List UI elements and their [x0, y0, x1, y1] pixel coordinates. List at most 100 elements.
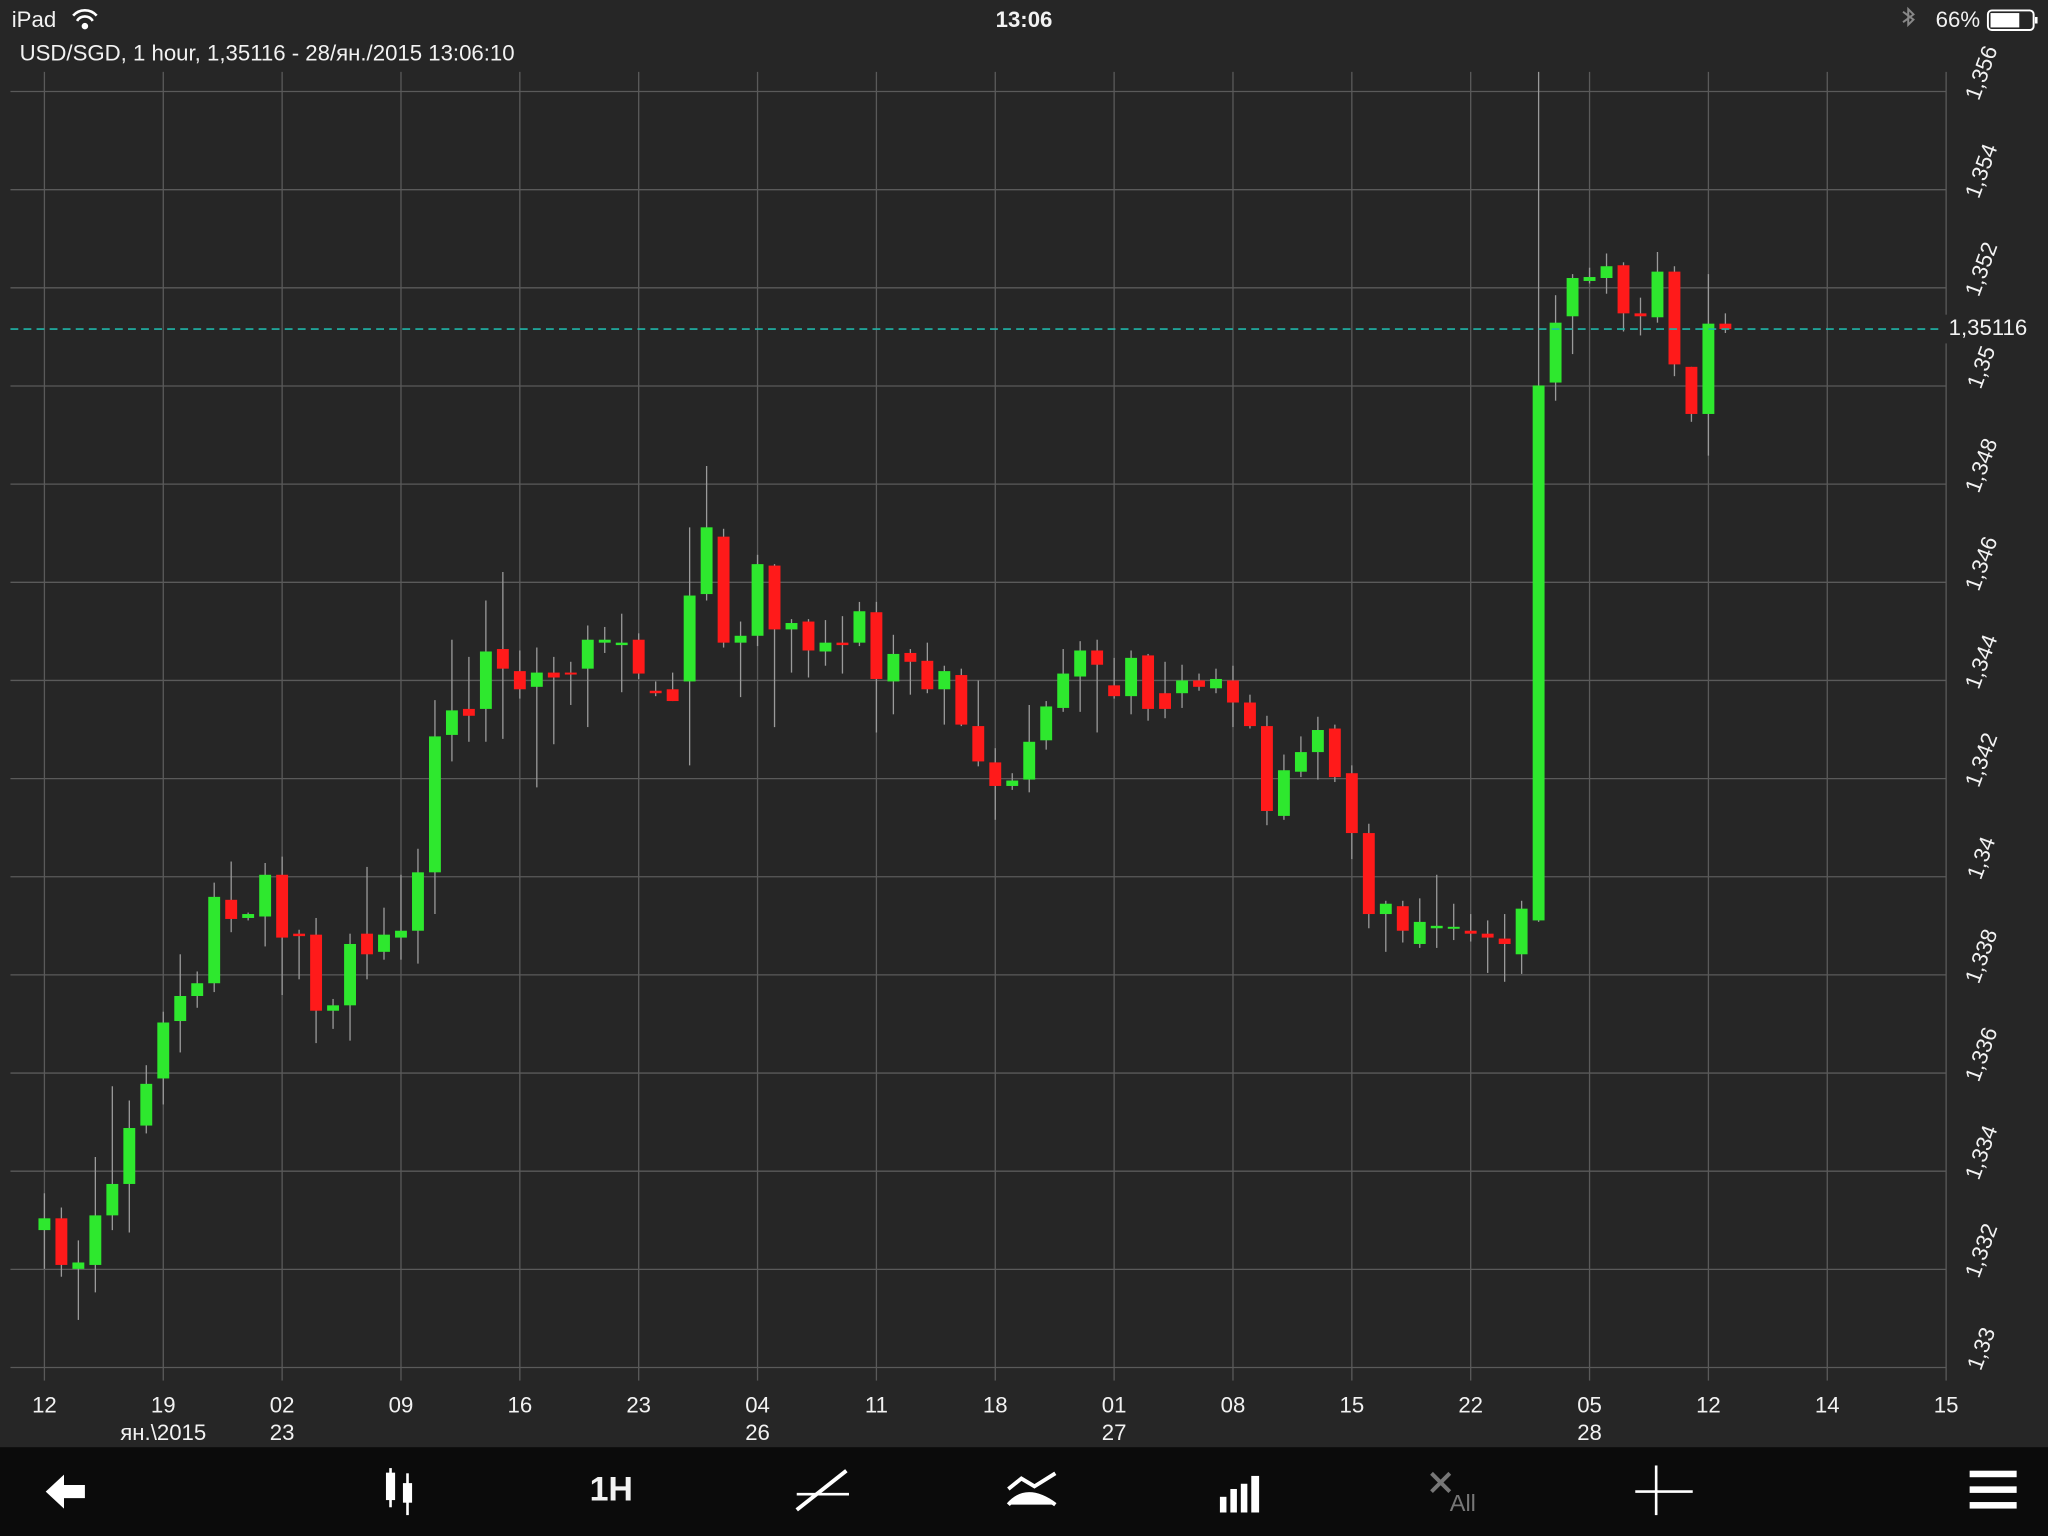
candle-body: [479, 651, 492, 709]
candle-body: [55, 1218, 68, 1265]
x-tick-label: 19: [151, 1393, 176, 1418]
candle-body: [1719, 323, 1732, 330]
candle-body: [1481, 933, 1494, 938]
menu-button[interactable]: [1969, 1470, 2017, 1509]
candle-body: [428, 736, 441, 873]
trendline-button[interactable]: [795, 1469, 849, 1512]
candle-body: [870, 612, 883, 679]
candle-body: [395, 930, 407, 938]
candle-body: [310, 934, 323, 1011]
clock: 13:06: [996, 7, 1053, 32]
candle-body: [1498, 938, 1511, 944]
x-tick-label: 04: [745, 1393, 770, 1418]
candle-body: [1328, 728, 1341, 778]
candle-body: [1040, 706, 1053, 741]
x-tick-label-secondary: ян.\2015: [120, 1420, 206, 1445]
candle-body: [1413, 921, 1426, 944]
candle-body: [1685, 366, 1698, 414]
x-tick-label: 22: [1458, 1393, 1483, 1418]
candle-body: [72, 1262, 85, 1269]
x-tick-label-secondary: 28: [1577, 1420, 1602, 1445]
candle-body: [921, 660, 934, 690]
candle-body: [1244, 702, 1256, 727]
candle-body: [361, 933, 373, 955]
back-button[interactable]: [45, 1474, 85, 1509]
candle-body: [1447, 926, 1460, 929]
battery-icon: [1986, 9, 2038, 32]
candle-body: [1193, 680, 1205, 687]
candle-body: [106, 1183, 119, 1216]
candle-body: [1057, 673, 1070, 708]
candle-body: [1006, 780, 1019, 786]
candle-body: [649, 690, 662, 694]
candle-body: [1023, 741, 1036, 780]
candle-body: [157, 1022, 170, 1079]
candle-body: [378, 934, 390, 952]
timeframe-button[interactable]: 1H: [590, 1471, 633, 1509]
candle-body: [327, 1005, 340, 1011]
candle-body: [38, 1218, 51, 1231]
candle-body: [191, 983, 204, 997]
candle-body: [887, 653, 900, 682]
candle-body: [1379, 903, 1392, 915]
candle-body: [547, 672, 560, 678]
candle-body: [530, 672, 543, 687]
candle-body: [208, 896, 221, 984]
candle-body: [412, 872, 424, 931]
chart-type-button[interactable]: [385, 1468, 413, 1516]
candle-body: [1294, 752, 1307, 772]
candle-body: [1651, 271, 1664, 318]
x-tick-label: 23: [626, 1393, 651, 1418]
toolbar: [0, 1447, 2048, 1536]
candle-body: [1277, 770, 1290, 816]
candle-body: [598, 639, 611, 643]
candle-body: [1210, 678, 1222, 689]
candle-body: [1176, 680, 1188, 694]
candle-body: [1464, 930, 1477, 934]
candle-body: [344, 943, 356, 1006]
clear-all-button[interactable]: All: [1430, 1471, 1476, 1516]
candle-body: [1566, 278, 1579, 317]
candle-body: [802, 621, 815, 651]
x-tick-label: 01: [1102, 1393, 1127, 1418]
candle-body: [785, 623, 798, 630]
crosshair-button[interactable]: [1635, 1465, 1693, 1516]
candle-body: [140, 1083, 153, 1126]
device-name: iPad: [12, 7, 56, 32]
bluetooth-icon: [1902, 6, 1915, 28]
candle-body: [462, 708, 475, 716]
x-tick-label: 15: [1934, 1393, 1959, 1418]
candle-body: [615, 642, 628, 646]
volume-button[interactable]: [1219, 1475, 1260, 1513]
candle-body: [1091, 650, 1104, 665]
candle-body: [513, 671, 526, 690]
x-tick-label: 16: [507, 1393, 532, 1418]
candle-body: [751, 564, 764, 636]
candle-body: [1159, 693, 1172, 709]
candle-body: [904, 652, 917, 662]
candle-body: [666, 689, 679, 702]
x-tick-label: 02: [270, 1393, 295, 1418]
candle-body: [632, 639, 645, 674]
x-tick-label: 14: [1815, 1393, 1840, 1418]
candle-body: [1125, 657, 1138, 697]
x-tick-label: 08: [1221, 1393, 1246, 1418]
candle-body: [564, 672, 577, 675]
candle-body: [259, 874, 272, 917]
clear-all-label: All: [1450, 1490, 1476, 1516]
indicators-button[interactable]: [1006, 1471, 1057, 1507]
candle-body: [445, 710, 458, 735]
x-tick-label: 12: [1696, 1393, 1721, 1418]
candle-body: [938, 671, 951, 690]
candle-body: [1227, 680, 1239, 703]
chart: 1,331,3321,3341,3361,3381,341,3421,3441,…: [10, 42, 2046, 1445]
candle-body: [768, 565, 781, 630]
candle-body: [1617, 265, 1630, 314]
current-price-label: 1,35116: [1949, 315, 2028, 340]
candle-body: [1074, 650, 1087, 677]
candle-body: [683, 595, 696, 682]
x-tick-label: 15: [1339, 1393, 1364, 1418]
candle-body: [955, 675, 968, 725]
candle-body: [836, 642, 849, 646]
